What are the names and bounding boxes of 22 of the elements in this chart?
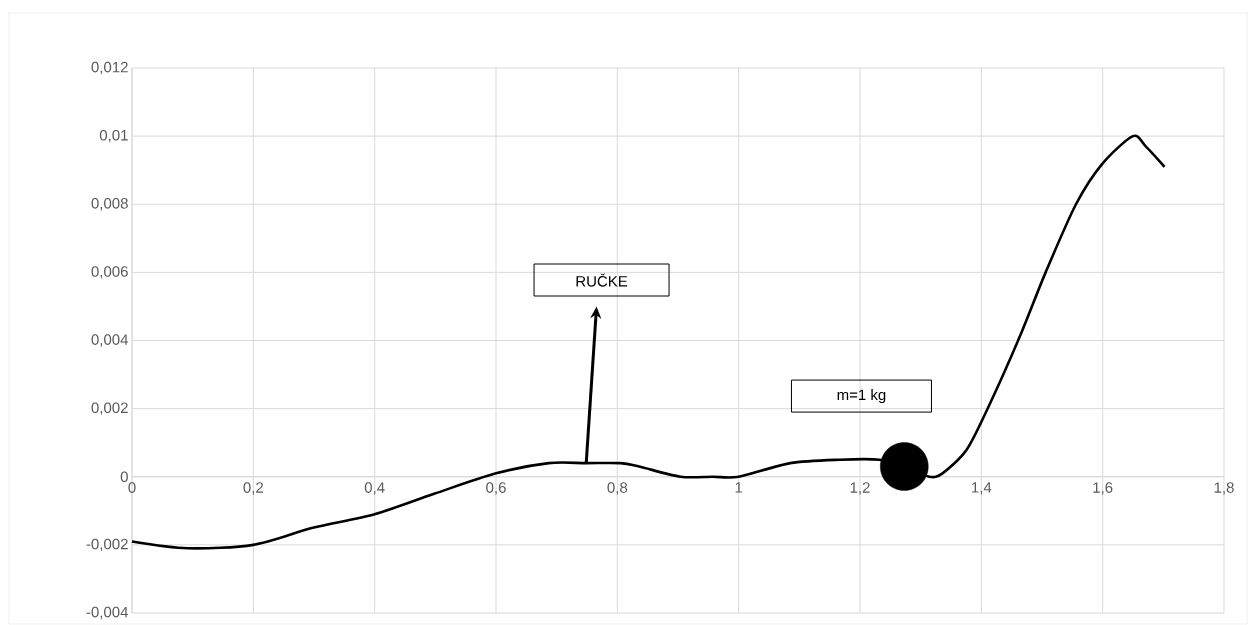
y-tick-label: 0,006 xyxy=(91,266,128,279)
y-tick-label: 0,01 xyxy=(99,129,128,143)
y-tick-label: 0 xyxy=(120,471,128,483)
x-tick-label: 1,8 xyxy=(1214,482,1234,495)
x-tick-label: 1,6 xyxy=(1093,482,1113,495)
y-tick-label: 0,008 xyxy=(91,198,128,211)
x-tick-label: 0,2 xyxy=(243,482,264,495)
annotation: RUČKE xyxy=(576,273,628,287)
x-tick-label: 0 xyxy=(128,482,136,493)
y-tick-label: 0,004 xyxy=(91,334,129,347)
y-tick-label: -0,002 xyxy=(86,538,128,552)
x-tick-label: 1 xyxy=(735,482,743,493)
annotation: m=1 kg xyxy=(837,389,886,404)
y-tick-label: -0,004 xyxy=(86,606,129,620)
line-series xyxy=(130,134,1166,550)
x-tick-label: 1,2 xyxy=(850,482,870,495)
x-tick-label: 0,4 xyxy=(364,482,385,495)
x-tick-label: 0,6 xyxy=(486,482,506,495)
x-tick-label: 0,8 xyxy=(607,482,628,495)
y-tick-label: 0,002 xyxy=(91,402,128,415)
x-tick-label: 1,4 xyxy=(972,482,992,495)
y-tick-label: 0,012 xyxy=(91,61,128,75)
